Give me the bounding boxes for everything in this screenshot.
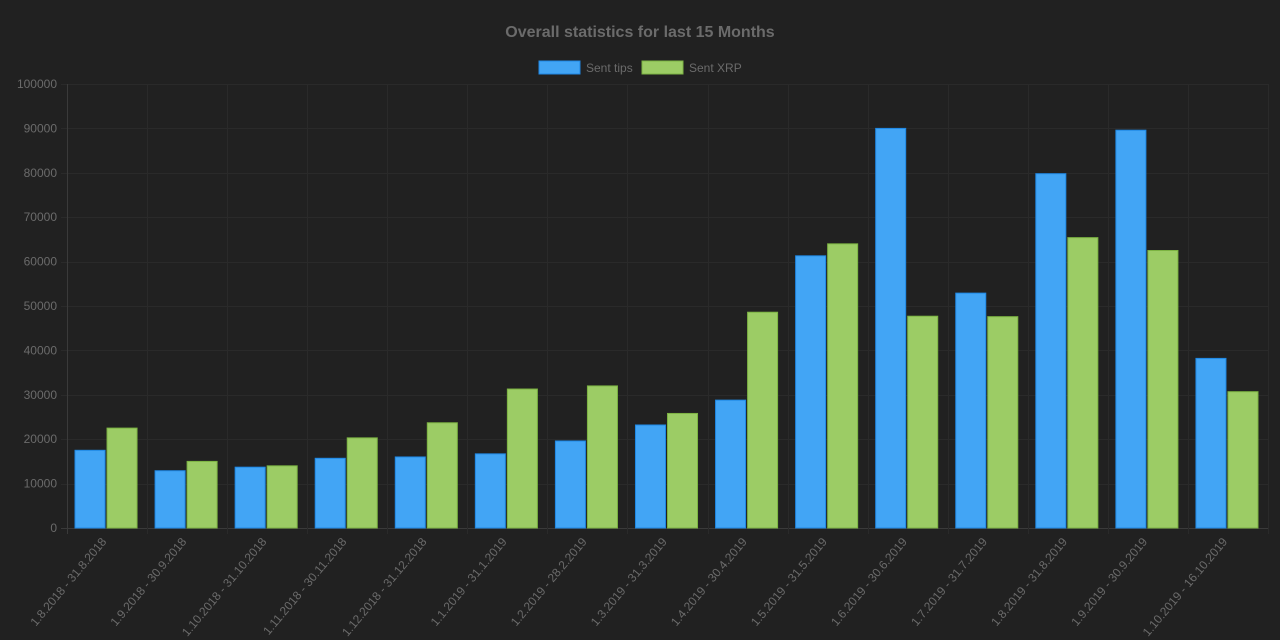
bar-sent-xrp[interactable] bbox=[907, 315, 939, 529]
y-tick-label: 80000 bbox=[24, 166, 58, 180]
bar-sent-tips[interactable] bbox=[474, 453, 506, 529]
x-tick-label: 1.8.2019 - 31.8.2019 bbox=[988, 535, 1070, 629]
x-tick-label: 1.10.2018 - 31.10.2018 bbox=[179, 535, 270, 639]
x-tick-label: 1.1.2019 - 31.1.2019 bbox=[428, 535, 510, 629]
y-tick-label: 50000 bbox=[24, 299, 58, 313]
legend-swatch-sent-xrp[interactable] bbox=[641, 60, 684, 75]
x-tick-label: 1.9.2018 - 30.9.2018 bbox=[107, 535, 189, 629]
bar-sent-xrp[interactable] bbox=[266, 465, 298, 529]
bar-sent-tips[interactable] bbox=[1195, 357, 1227, 529]
x-tick-label: 1.6.2019 - 30.6.2019 bbox=[828, 535, 910, 629]
y-axis: 0 10000 20000 30000 40000 50000 60000 70000 8000… bbox=[17, 77, 57, 535]
legend-swatch-sent-tips[interactable] bbox=[538, 60, 581, 75]
legend: Sent tips Sent XRP bbox=[538, 60, 742, 75]
y-tick-label: 70000 bbox=[24, 210, 58, 224]
x-tick-label: 1.2.2019 - 28.2.2019 bbox=[508, 535, 590, 629]
x-tick-label: 1.5.2019 - 31.5.2019 bbox=[748, 535, 830, 629]
x-tick-label: 1.12.2018 - 31.12.2018 bbox=[339, 535, 430, 639]
x-tick-label: 1.8.2018 - 31.8.2018 bbox=[27, 535, 109, 629]
y-tick-label: 100000 bbox=[17, 77, 57, 91]
y-tick-label: 90000 bbox=[24, 121, 58, 135]
bar-sent-xrp[interactable] bbox=[827, 243, 859, 529]
bar-sent-xrp[interactable] bbox=[667, 412, 699, 529]
bar-sent-tips[interactable] bbox=[795, 255, 827, 529]
bar-sent-xrp[interactable] bbox=[747, 311, 779, 529]
bar-sent-tips[interactable] bbox=[634, 424, 666, 529]
x-tick-label: 1.7.2019 - 31.7.2019 bbox=[908, 535, 990, 629]
y-tick-label: 30000 bbox=[24, 388, 58, 402]
bar-sent-tips[interactable] bbox=[314, 457, 346, 529]
legend-label-sent-tips[interactable]: Sent tips bbox=[586, 61, 633, 75]
chart-title: Overall statistics for last 15 Months bbox=[505, 24, 775, 41]
bar-sent-tips[interactable] bbox=[154, 470, 186, 529]
bar-sent-tips[interactable] bbox=[394, 456, 426, 529]
x-tick-label: 1.4.2019 - 30.4.2019 bbox=[668, 535, 750, 629]
bar-sent-xrp[interactable] bbox=[1067, 237, 1099, 529]
bar-sent-xrp[interactable] bbox=[346, 437, 378, 529]
bar-sent-tips[interactable] bbox=[875, 127, 907, 529]
bar-sent-tips[interactable] bbox=[955, 292, 987, 529]
x-tick-label: 1.9.2019 - 30.9.2019 bbox=[1068, 535, 1150, 629]
x-tick-label: 1.3.2019 - 31.3.2019 bbox=[588, 535, 670, 629]
bar-sent-xrp[interactable] bbox=[426, 422, 458, 529]
legend-label-sent-xrp[interactable]: Sent XRP bbox=[689, 61, 742, 75]
y-tick-label: 10000 bbox=[24, 477, 58, 491]
bar-sent-xrp[interactable] bbox=[586, 385, 618, 529]
bar-sent-tips[interactable] bbox=[234, 466, 266, 529]
y-tick-label: 20000 bbox=[24, 432, 58, 446]
x-tick-label: 1.11.2018 - 30.11.2018 bbox=[260, 535, 350, 638]
y-tick-label: 0 bbox=[50, 521, 57, 535]
y-tick-label: 40000 bbox=[24, 343, 58, 357]
bar-sent-tips[interactable] bbox=[554, 440, 586, 529]
bar-sent-xrp[interactable] bbox=[1227, 391, 1259, 529]
bar-sent-tips[interactable] bbox=[74, 449, 106, 529]
bars bbox=[74, 127, 1259, 529]
bar-sent-xrp[interactable] bbox=[1147, 250, 1179, 529]
y-tick-label: 60000 bbox=[24, 255, 58, 269]
bar-sent-tips[interactable] bbox=[1035, 173, 1067, 529]
bar-sent-xrp[interactable] bbox=[506, 388, 538, 529]
bar-sent-xrp[interactable] bbox=[987, 316, 1019, 529]
bar-sent-xrp[interactable] bbox=[186, 460, 218, 529]
grid-lines bbox=[61, 84, 1269, 534]
bar-sent-xrp[interactable] bbox=[106, 427, 138, 529]
bar-sent-tips[interactable] bbox=[715, 399, 747, 529]
x-tick-label: 1.10.2019 - 16.10.2019 bbox=[1140, 535, 1231, 639]
bar-sent-tips[interactable] bbox=[1115, 129, 1147, 529]
